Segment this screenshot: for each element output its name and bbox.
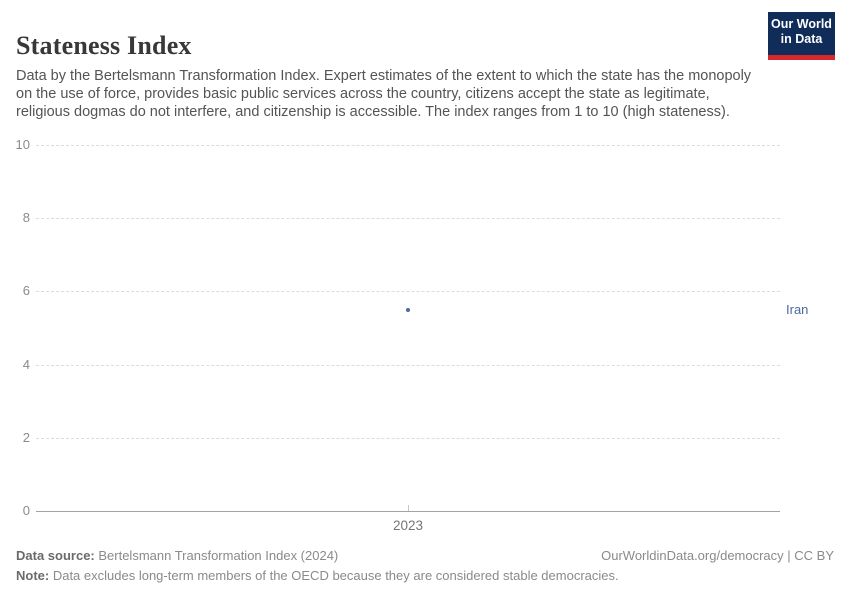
x-axis-line	[36, 511, 780, 512]
x-axis-tick-mark	[408, 505, 409, 511]
y-axis-tick-label-4: 4	[22, 356, 30, 372]
y-gridline-2	[36, 437, 780, 439]
data-source-value: Bertelsmann Transformation Index (2024)	[94, 548, 339, 563]
y-gridline-4	[36, 364, 780, 366]
note-text: Note: Data excludes long-term members of…	[16, 568, 619, 583]
owid-logo-line2: in Data	[780, 32, 823, 46]
y-gridline-6	[36, 291, 780, 293]
data-point-iran[interactable]	[406, 307, 410, 312]
owid-logo-line1: Our World	[771, 17, 832, 31]
chart-subtitle: Data by the Bertelsmann Transformation I…	[16, 67, 752, 120]
y-axis-tick-label-6: 6	[22, 283, 30, 299]
y-axis-tick-label-2: 2	[22, 429, 30, 445]
y-gridline-8	[36, 218, 780, 220]
entity-label-iran[interactable]: Iran	[786, 301, 809, 317]
data-source-label: Data source:	[16, 548, 95, 563]
footer-source-row: Data source: Bertelsmann Transformation …	[16, 548, 834, 563]
y-axis-tick-label-0: 0	[22, 503, 30, 518]
owid-logo[interactable]: Our World in Data	[768, 12, 835, 60]
y-axis-tick-label-8: 8	[22, 210, 30, 226]
attribution-link[interactable]: OurWorldinData.org/democracy | CC BY	[601, 548, 834, 563]
x-axis-tick-label: 2023	[392, 518, 424, 533]
note-value: Data excludes long-term members of the O…	[49, 568, 619, 583]
footer-note-row: Note: Data excludes long-term members of…	[16, 568, 834, 583]
y-gridline-10	[36, 145, 780, 146]
note-label: Note:	[16, 568, 50, 583]
page-title: Stateness Index	[16, 31, 192, 61]
y-axis-tick-label-10: 10	[15, 137, 30, 152]
data-source-text: Data source: Bertelsmann Transformation …	[16, 548, 338, 563]
